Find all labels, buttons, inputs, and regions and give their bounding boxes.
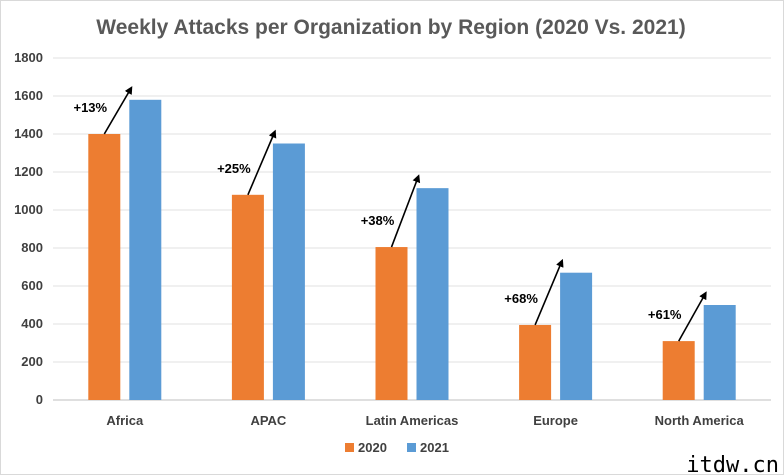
growth-arrow xyxy=(390,174,421,248)
bar-2020-africa xyxy=(88,134,121,400)
bar-2021-apac xyxy=(272,143,305,400)
y-tick-label: 600 xyxy=(21,278,43,293)
legend-swatch-2021 xyxy=(407,443,416,452)
y-tick-label: 0 xyxy=(36,392,43,407)
legend: 2020 2021 xyxy=(345,440,449,455)
legend-swatch-2020 xyxy=(345,443,354,452)
x-axis: Africa APAC Latin Americas Europe North Amer… xyxy=(106,413,744,428)
y-tick-label: 1600 xyxy=(14,88,43,103)
bar-2020-europe xyxy=(519,324,552,400)
bars xyxy=(88,99,736,401)
bar-2021-africa xyxy=(129,99,162,401)
y-tick-label: 400 xyxy=(21,316,43,331)
watermark: itdw.cn xyxy=(686,453,779,476)
x-tick-label: Latin Americas xyxy=(366,413,459,428)
legend-label-2020: 2020 xyxy=(358,440,387,455)
growth-label: +38% xyxy=(361,213,395,228)
y-tick-label: 1200 xyxy=(14,164,43,179)
growth-label: +25% xyxy=(217,161,251,176)
chart-title: Weekly Attacks per Organization by Regio… xyxy=(96,16,685,39)
y-tick-label: 200 xyxy=(21,354,43,369)
growth-arrow xyxy=(247,129,277,196)
growth-arrow xyxy=(534,258,564,326)
bar-2020-apac xyxy=(231,194,264,400)
growth-arrow xyxy=(678,291,707,342)
bar-2020-north-america xyxy=(662,341,695,400)
y-tick-label: 1000 xyxy=(14,202,43,217)
growth-label: +68% xyxy=(504,291,538,306)
x-tick-label: Europe xyxy=(533,413,578,428)
bar-2021-north-america xyxy=(703,305,736,400)
x-tick-label: Africa xyxy=(106,413,144,428)
bar-2021-europe xyxy=(560,272,593,400)
y-tick-label: 800 xyxy=(21,240,43,255)
y-tick-label: 1800 xyxy=(14,50,43,65)
bar-2021-latin-americas xyxy=(416,188,449,400)
bar-2020-latin-americas xyxy=(375,247,408,400)
y-axis: 0 200 400 600 800 1000 1200 1400 1600 1800 xyxy=(14,50,43,407)
growth-label: +61% xyxy=(648,307,682,322)
gridlines xyxy=(53,57,771,401)
growth-arrow xyxy=(103,86,133,135)
legend-label-2021: 2021 xyxy=(420,440,449,455)
y-tick-label: 1400 xyxy=(14,126,43,141)
growth-annotations: +13% +25% +38% +68% +61% xyxy=(73,86,707,342)
x-tick-label: North America xyxy=(655,413,745,428)
growth-label: +13% xyxy=(73,100,107,115)
x-tick-label: APAC xyxy=(250,413,286,428)
